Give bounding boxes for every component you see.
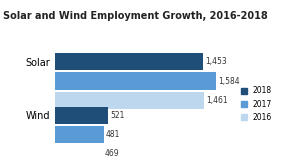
- Bar: [55, 107, 108, 124]
- Bar: [55, 72, 216, 90]
- Text: 481: 481: [106, 130, 120, 139]
- Legend: 2018, 2017, 2016: 2018, 2017, 2016: [241, 86, 272, 122]
- Text: 521: 521: [110, 111, 124, 120]
- Text: 1,461: 1,461: [206, 96, 227, 105]
- Text: 469: 469: [105, 149, 119, 158]
- Bar: [55, 145, 103, 163]
- Bar: [55, 92, 204, 109]
- Bar: [55, 126, 104, 143]
- Text: Solar and Wind Employment Growth, 2016-2018: Solar and Wind Employment Growth, 2016-2…: [3, 11, 268, 21]
- Bar: [55, 53, 203, 70]
- Text: 1,453: 1,453: [205, 57, 227, 66]
- Text: 1,584: 1,584: [218, 77, 240, 85]
